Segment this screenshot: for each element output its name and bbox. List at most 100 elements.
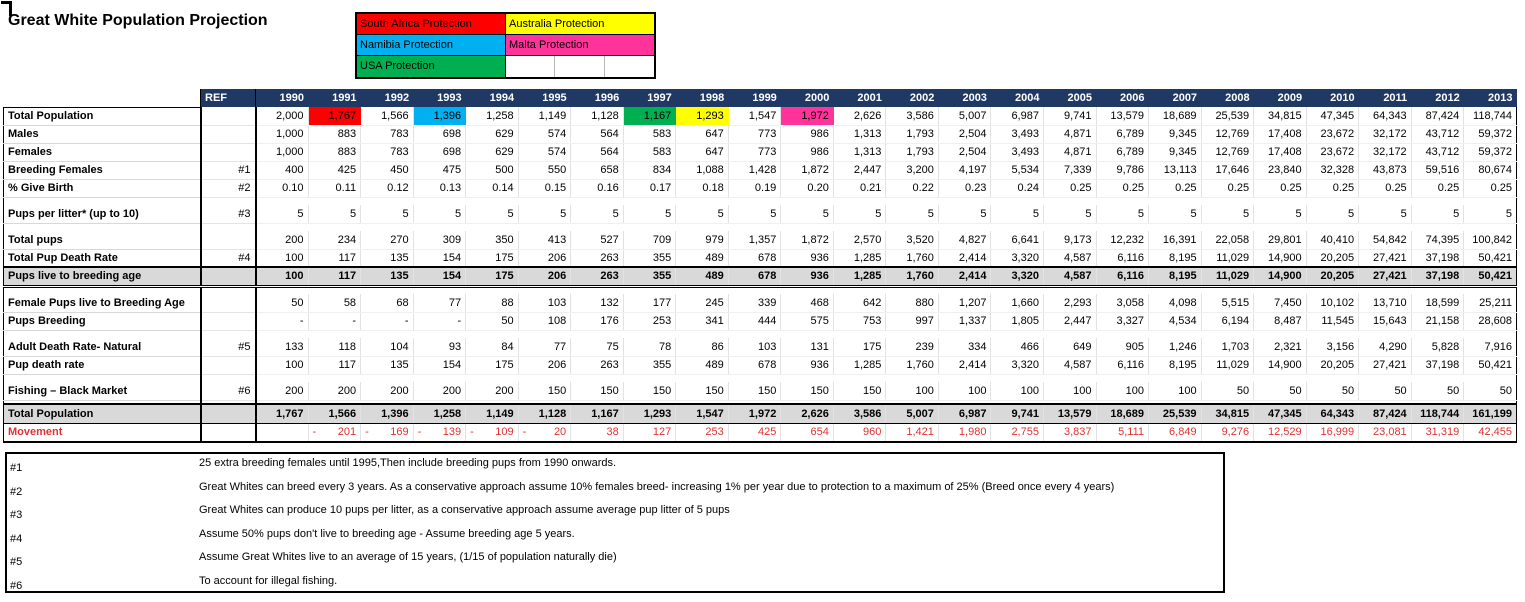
- value-cell[interactable]: 43,712: [1411, 143, 1465, 162]
- value-cell[interactable]: 1,128: [570, 107, 624, 126]
- row-label[interactable]: Female Pups live to Breeding Age: [3, 294, 202, 313]
- value-cell[interactable]: 1,547: [728, 107, 782, 126]
- value-cell[interactable]: 20,205: [1306, 356, 1360, 375]
- value-cell[interactable]: 5: [1463, 205, 1517, 224]
- value-cell[interactable]: 200: [255, 382, 309, 401]
- value-cell[interactable]: 1,980: [938, 423, 992, 443]
- value-cell[interactable]: 103: [518, 294, 572, 313]
- value-cell[interactable]: 1,972: [780, 107, 834, 126]
- value-cell[interactable]: 9,741: [1043, 107, 1097, 126]
- value-cell[interactable]: 1,313: [833, 143, 887, 162]
- year-header[interactable]: 2004: [990, 89, 1044, 107]
- value-cell[interactable]: 647: [675, 143, 729, 162]
- value-cell[interactable]: 3,320: [990, 356, 1044, 375]
- value-cell[interactable]: 1,566: [308, 403, 362, 424]
- value-cell[interactable]: 753: [833, 312, 887, 331]
- value-cell[interactable]: 1,767: [308, 107, 362, 126]
- value-cell[interactable]: 84: [465, 338, 519, 357]
- value-cell[interactable]: 0.24: [990, 179, 1044, 198]
- value-cell[interactable]: 1,872: [780, 161, 834, 180]
- ref-cell[interactable]: [200, 312, 257, 331]
- value-cell[interactable]: 5: [465, 205, 519, 224]
- value-cell[interactable]: 150: [780, 382, 834, 401]
- value-cell[interactable]: 6,116: [1096, 356, 1150, 375]
- ref-cell[interactable]: #4: [200, 249, 257, 268]
- value-cell[interactable]: 32,172: [1358, 143, 1412, 162]
- value-cell[interactable]: 2,321: [1253, 338, 1307, 357]
- value-cell[interactable]: 253: [623, 312, 677, 331]
- value-cell[interactable]: 64,343: [1306, 403, 1360, 424]
- value-cell[interactable]: 1,805: [990, 312, 1044, 331]
- value-cell[interactable]: 5,007: [938, 107, 992, 126]
- value-cell[interactable]: 400: [255, 161, 309, 180]
- value-cell[interactable]: 0.11: [308, 179, 362, 198]
- value-cell[interactable]: 117: [308, 356, 362, 375]
- value-cell[interactable]: 12,529: [1253, 423, 1307, 443]
- value-cell[interactable]: 1,760: [885, 249, 939, 268]
- value-cell[interactable]: 0.16: [570, 179, 624, 198]
- value-cell[interactable]: 5,515: [1201, 294, 1255, 313]
- value-cell[interactable]: 8,487: [1253, 312, 1307, 331]
- value-cell[interactable]: 564: [570, 125, 624, 144]
- value-cell[interactable]: 5: [780, 205, 834, 224]
- value-cell[interactable]: 77: [413, 294, 467, 313]
- value-cell[interactable]: 3,837: [1043, 423, 1097, 443]
- row-label[interactable]: Pups live to breeding age: [3, 266, 202, 288]
- value-cell[interactable]: 175: [833, 338, 887, 357]
- value-cell[interactable]: 6,849: [1148, 423, 1202, 443]
- value-cell[interactable]: 1,207: [938, 294, 992, 313]
- value-cell[interactable]: 4,871: [1043, 143, 1097, 162]
- value-cell[interactable]: 709: [623, 231, 677, 250]
- value-cell[interactable]: 3,493: [990, 125, 1044, 144]
- legend-empty-cells[interactable]: [505, 54, 656, 78]
- value-cell[interactable]: 200: [308, 382, 362, 401]
- value-cell[interactable]: 2,414: [938, 266, 992, 288]
- value-cell[interactable]: 54,842: [1358, 231, 1412, 250]
- value-cell[interactable]: 629: [465, 125, 519, 144]
- value-cell[interactable]: 50: [1411, 382, 1465, 401]
- value-cell[interactable]: 834: [623, 161, 677, 180]
- value-cell[interactable]: 100: [1148, 382, 1202, 401]
- value-cell[interactable]: 1,285: [833, 266, 887, 288]
- value-cell[interactable]: 979: [675, 231, 729, 250]
- value-cell[interactable]: 150: [675, 382, 729, 401]
- value-cell[interactable]: 5: [1096, 205, 1150, 224]
- value-cell[interactable]: 5: [675, 205, 729, 224]
- value-cell[interactable]: 150: [623, 382, 677, 401]
- row-label[interactable]: % Give Birth: [3, 179, 202, 198]
- value-cell[interactable]: 47,345: [1253, 403, 1307, 424]
- row-label[interactable]: Fishing – Black Market: [3, 382, 202, 401]
- value-cell[interactable]: 64,343: [1358, 107, 1412, 126]
- value-cell[interactable]: 13,113: [1148, 161, 1202, 180]
- row-label[interactable]: Pups Breeding: [3, 312, 202, 331]
- value-cell[interactable]: 118: [308, 338, 362, 357]
- value-cell[interactable]: 0.23: [938, 179, 992, 198]
- value-cell[interactable]: 0.25: [1253, 179, 1307, 198]
- value-cell[interactable]: 3,320: [990, 266, 1044, 288]
- value-cell[interactable]: 0.25: [1306, 179, 1360, 198]
- value-cell[interactable]: -109: [465, 423, 519, 443]
- value-cell[interactable]: 1,972: [728, 403, 782, 424]
- value-cell[interactable]: 2,447: [1043, 312, 1097, 331]
- value-cell[interactable]: 2,504: [938, 143, 992, 162]
- value-cell[interactable]: 29,801: [1253, 231, 1307, 250]
- value-cell[interactable]: 132: [570, 294, 624, 313]
- row-label[interactable]: Total Pup Death Rate: [3, 249, 202, 268]
- ref-cell[interactable]: [200, 107, 257, 126]
- value-cell[interactable]: 5,534: [990, 161, 1044, 180]
- value-cell[interactable]: 678: [728, 356, 782, 375]
- value-cell[interactable]: 50,421: [1463, 356, 1517, 375]
- value-cell[interactable]: 4,534: [1148, 312, 1202, 331]
- value-cell[interactable]: 629: [465, 143, 519, 162]
- value-cell[interactable]: 9,345: [1148, 143, 1202, 162]
- value-cell[interactable]: 206: [518, 266, 572, 288]
- value-cell[interactable]: 12,232: [1096, 231, 1150, 250]
- value-cell[interactable]: 647: [675, 125, 729, 144]
- legend-item[interactable]: Australia Protection: [505, 12, 656, 35]
- value-cell[interactable]: 5: [518, 205, 572, 224]
- value-cell[interactable]: 118,744: [1463, 107, 1517, 126]
- value-cell[interactable]: 5: [623, 205, 677, 224]
- row-label[interactable]: Total pups: [3, 231, 202, 250]
- value-cell[interactable]: 0.25: [1201, 179, 1255, 198]
- value-cell[interactable]: 1,149: [465, 403, 519, 424]
